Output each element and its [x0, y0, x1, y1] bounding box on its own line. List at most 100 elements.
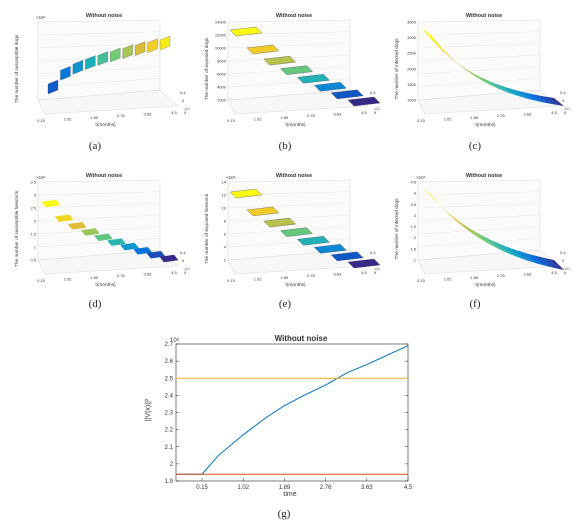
y-tick-label: 2.6 [165, 359, 174, 365]
surface-patch [499, 84, 515, 95]
grid-line [417, 203, 541, 209]
z-tick-label: 4.5 [410, 180, 416, 185]
z-exponent: ×10⁴ [416, 175, 426, 180]
surface-patch [444, 52, 460, 65]
panel-a: Without noise ×10⁴ The number of susceptib… [10, 8, 190, 138]
surface-patch [460, 65, 476, 77]
z-tick-label: 12000 [215, 33, 227, 38]
surface-ribbon [159, 254, 179, 263]
z-tick-label: 1500 [407, 82, 417, 87]
surface-strip [134, 41, 146, 56]
x-tick-label: 0.15 [227, 118, 236, 123]
x-tick-label: 1.02 [444, 276, 453, 281]
z-tick-label: 3.5 [410, 202, 416, 207]
x-tick-label: 1.89 [279, 485, 291, 491]
panel-e: Without noise ×10⁴ 14 12 10 8 6 4 2 The number of… [200, 168, 380, 298]
grid-line [417, 214, 541, 222]
surface-patch [510, 247, 526, 260]
surface-patch [532, 254, 548, 267]
surface-ribbon [120, 242, 140, 251]
z-tick-label: 1000 [407, 98, 417, 103]
surface-strip [110, 47, 121, 63]
z-tick-label: 2.5 [30, 206, 36, 211]
surface-patch [422, 186, 438, 203]
caption-d: (d) [88, 298, 102, 310]
surface-patch [504, 86, 520, 97]
surface-slab [347, 96, 380, 107]
surface-slab [347, 258, 380, 269]
x-tick-label: 3.63 [334, 272, 343, 277]
grid-line [37, 226, 161, 235]
x-tick-label: 3.63 [144, 112, 153, 117]
y-tick-label: 0.4 [180, 90, 186, 95]
z-tick-label: 6 [224, 232, 227, 237]
y-exponent: 10⁸ [170, 337, 180, 344]
x-tick-label: 1.89 [90, 115, 99, 120]
caption-g: (g) [277, 508, 291, 520]
x-tick-label: 4.5 [361, 110, 367, 115]
x-tick-label: 2.76 [117, 273, 126, 278]
surface-ribbon [93, 233, 113, 242]
y-axis-label: x [564, 271, 567, 276]
surface-patch [477, 232, 493, 246]
surface-patch [471, 72, 487, 84]
z-tick-label: 12 [222, 193, 227, 198]
y-tick-label: 2.2 [165, 428, 174, 434]
surface-strip [60, 66, 71, 81]
x-tick-label: 1.02 [64, 116, 73, 121]
panel-title: Without noise [86, 13, 122, 19]
x-axis-label: t(months) [95, 122, 116, 128]
y-tick-label: -0.4 [184, 106, 190, 111]
surface-patch [537, 256, 553, 268]
surface-strip [122, 44, 133, 59]
caption-a: (a) [88, 140, 102, 152]
surface-slab [330, 89, 364, 99]
y-axis-label: x [184, 271, 187, 276]
surface-patch [477, 75, 493, 87]
surface-plot-c: Without noise 3500 3000 2500 2000 1500 1000 The… [394, 13, 570, 128]
caption-c: (c) [468, 140, 482, 152]
y-axis-label: x [374, 111, 377, 116]
x-tick-label: 1.89 [280, 275, 289, 280]
surface-slab [246, 206, 280, 217]
grid-line [227, 214, 351, 222]
x-tick-label: 4.5 [551, 270, 557, 275]
grid-line [227, 238, 351, 248]
x-axis-label: t(months) [475, 282, 496, 288]
z-tick-label: 4 [414, 191, 417, 196]
plot-area [175, 343, 409, 482]
panel-f: Without noise ×10⁴ 4.5 4 3.5 3 2.5 2 1.5 1 The num… [390, 168, 570, 298]
surface-patch [521, 91, 537, 101]
x-tick-label: 2.76 [497, 273, 506, 278]
grid-line [417, 66, 541, 75]
panel-d: Without noise ×10⁴ 3.5 3 2.5 2 1.5 1 0.5 The numb… [10, 168, 190, 298]
y-axis-label: x [564, 111, 567, 116]
caption-e: (e) [278, 298, 292, 310]
x-tick-label: 1.02 [444, 116, 453, 121]
x-tick-label: 0.15 [37, 118, 46, 123]
x-tick-label: 0.15 [196, 485, 208, 491]
z-tick-label: 2 [34, 219, 37, 224]
z-tick-label: 4 [224, 245, 227, 250]
surface-ribbon [54, 214, 74, 222]
surface-patch [427, 34, 443, 50]
surface-slab [263, 217, 297, 228]
z-axis-label: The number of susceptible dogs [14, 34, 20, 103]
surface-plot-b: Without noise 14000 12000 10000 8000 6000 4000… [204, 13, 380, 128]
grid-line [227, 43, 351, 49]
surface-patch [455, 61, 471, 74]
grid-line [417, 78, 541, 88]
x-tick-label: 3.63 [361, 485, 373, 491]
z-tick-label: 4000 [217, 85, 227, 90]
panel-b: Without noise 14000 12000 10000 8000 6000 4000… [200, 8, 380, 138]
x-tick-label: 1.89 [470, 115, 479, 120]
surface-slab [297, 74, 330, 84]
x-tick-label: 4.5 [171, 270, 177, 275]
surface-patch [438, 203, 454, 219]
surface-plot-a: Without noise ×10⁴ The number of susceptib… [14, 13, 190, 128]
panel-title: Without noise [276, 173, 312, 179]
surface-slab [330, 251, 364, 261]
z-tick-label: 2000 [217, 98, 227, 103]
